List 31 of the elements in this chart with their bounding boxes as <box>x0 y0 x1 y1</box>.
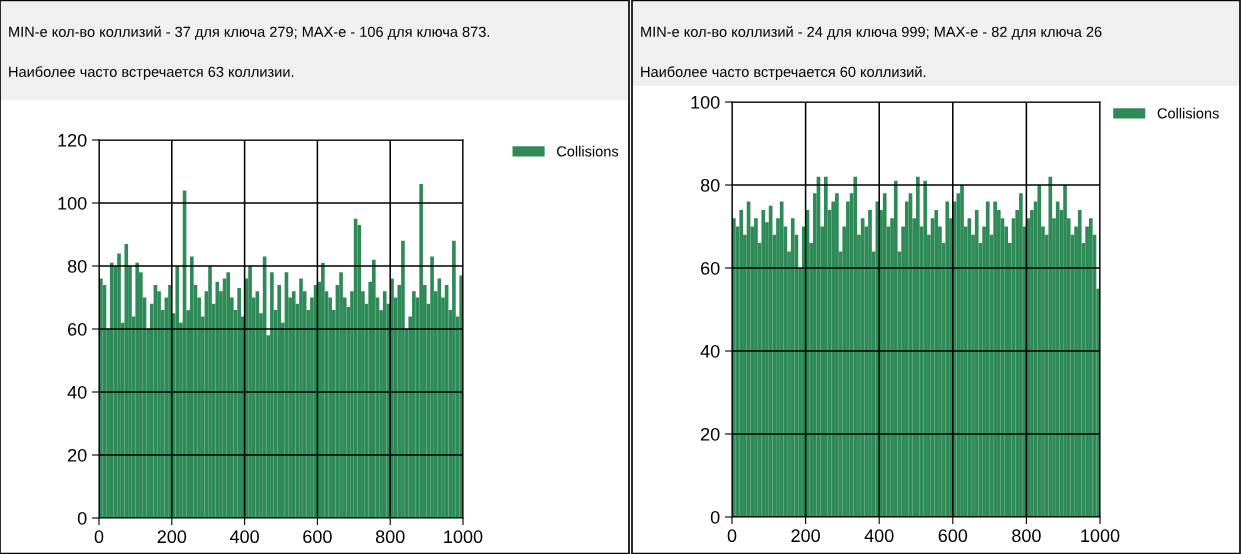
y-tick-label: 0 <box>710 510 720 524</box>
y-tick-label: 120 <box>58 133 87 147</box>
y-tick-label: 60 <box>68 322 87 336</box>
legend-label: Collisions <box>557 145 619 157</box>
x-tick-label: 800 <box>375 530 405 544</box>
y-tick-label: 80 <box>700 178 720 192</box>
y-tick-label: 40 <box>700 344 720 358</box>
y-tick-label: 20 <box>68 448 87 462</box>
x-tick-label: 0 <box>727 529 737 543</box>
text: MIN-е кол-во коллизий - 24 для ключа 999; MAX-е - 82 для ключа 26 <box>641 26 1102 40</box>
x-tick-label: 800 <box>1012 529 1041 543</box>
text: Наиболее часто встречается 60 коллизий. <box>641 66 926 80</box>
x-tick-label: 200 <box>157 530 187 544</box>
y-tick-label: 100 <box>58 196 87 210</box>
y-tick-label: 80 <box>67 259 87 273</box>
y-tick-label: 60 <box>701 261 720 275</box>
x-tick-label: 600 <box>938 529 968 543</box>
x-tick-label: 400 <box>229 530 259 544</box>
x-tick-label: 1000 <box>1081 529 1120 543</box>
x-tick-label: 0 <box>94 530 104 544</box>
legend-label: Collisions <box>1157 107 1219 119</box>
x-tick-label: 600 <box>303 530 332 544</box>
x-tick-label: 200 <box>791 529 820 543</box>
y-tick-label: 100 <box>691 95 720 109</box>
x-tick-label: 1000 <box>444 530 483 544</box>
text: MIN-е кол-во коллизий - 37 для ключа 279; MAX-е - 106 для ключа 873. <box>9 26 490 40</box>
y-tick-label: 20 <box>701 427 720 441</box>
x-tick-label: 400 <box>864 529 894 543</box>
y-tick-label: 40 <box>67 385 87 399</box>
y-tick-label: 0 <box>77 511 87 525</box>
text: Наиболее часто встречается 63 коллизии. <box>9 66 294 80</box>
